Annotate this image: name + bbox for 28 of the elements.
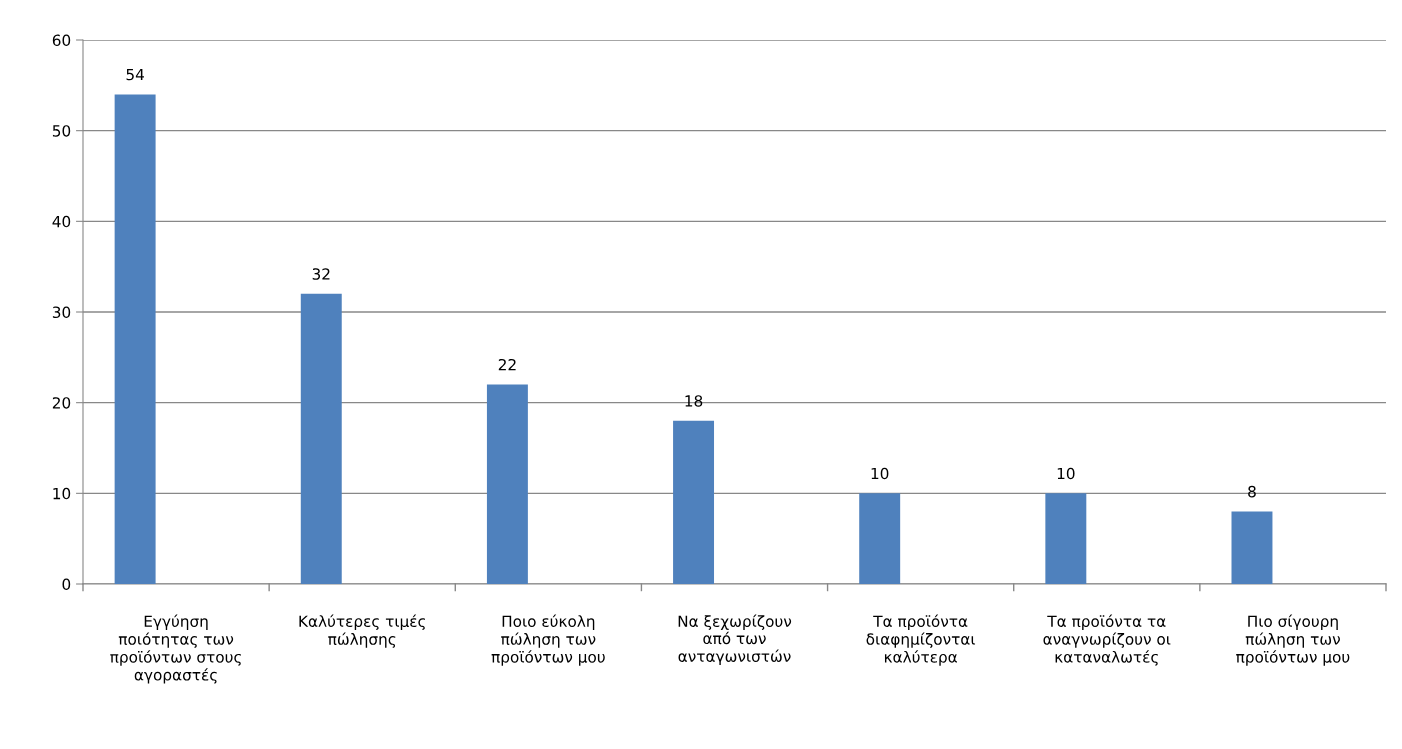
y-tick-label: 20: [52, 397, 71, 409]
x-tick-label: Ποιο εύκολη πώληση των προϊόντων μου: [491, 614, 605, 666]
y-tick-label: 40: [52, 215, 71, 228]
y-tick-label: 10: [53, 487, 71, 500]
x-tick-label: Να ξεχωρίζουν από των ανταγωνιστών: [678, 614, 792, 665]
data-label: 54: [126, 68, 144, 81]
bar: [673, 420, 715, 584]
y-tick-label: 30: [52, 306, 71, 319]
data-label: 32: [312, 268, 330, 280]
x-tick-label: Τα προϊόντα τα αναγνωρίζουν οι καταναλωτές: [1043, 614, 1171, 666]
bar: [486, 384, 528, 584]
bar: [114, 94, 156, 584]
y-tick-label: 0: [62, 578, 71, 591]
y-tick-label: 50: [52, 125, 71, 137]
x-tick-label: Εγγύηση ποιότητας των προϊόντων στους αγοραστές: [110, 614, 241, 684]
data-label: 22: [498, 358, 516, 371]
data-label: 18: [685, 395, 703, 407]
bar: [1045, 493, 1087, 584]
bar: [300, 293, 342, 584]
bar: [1231, 511, 1273, 584]
data-label: 10: [1057, 467, 1075, 480]
x-tick-label: Τα προϊόντα διαφημίζονται καλύτερα: [866, 614, 976, 666]
x-tick-label: Πιο σίγουρη πώληση των προϊόντων μου: [1236, 614, 1350, 666]
y-tick-label: 60: [52, 34, 71, 47]
data-label: 10: [871, 467, 889, 480]
data-label: 8: [1248, 485, 1256, 498]
x-tick-label: Καλύτερες τιμές πώλησης: [299, 614, 425, 648]
bar: [859, 493, 901, 584]
